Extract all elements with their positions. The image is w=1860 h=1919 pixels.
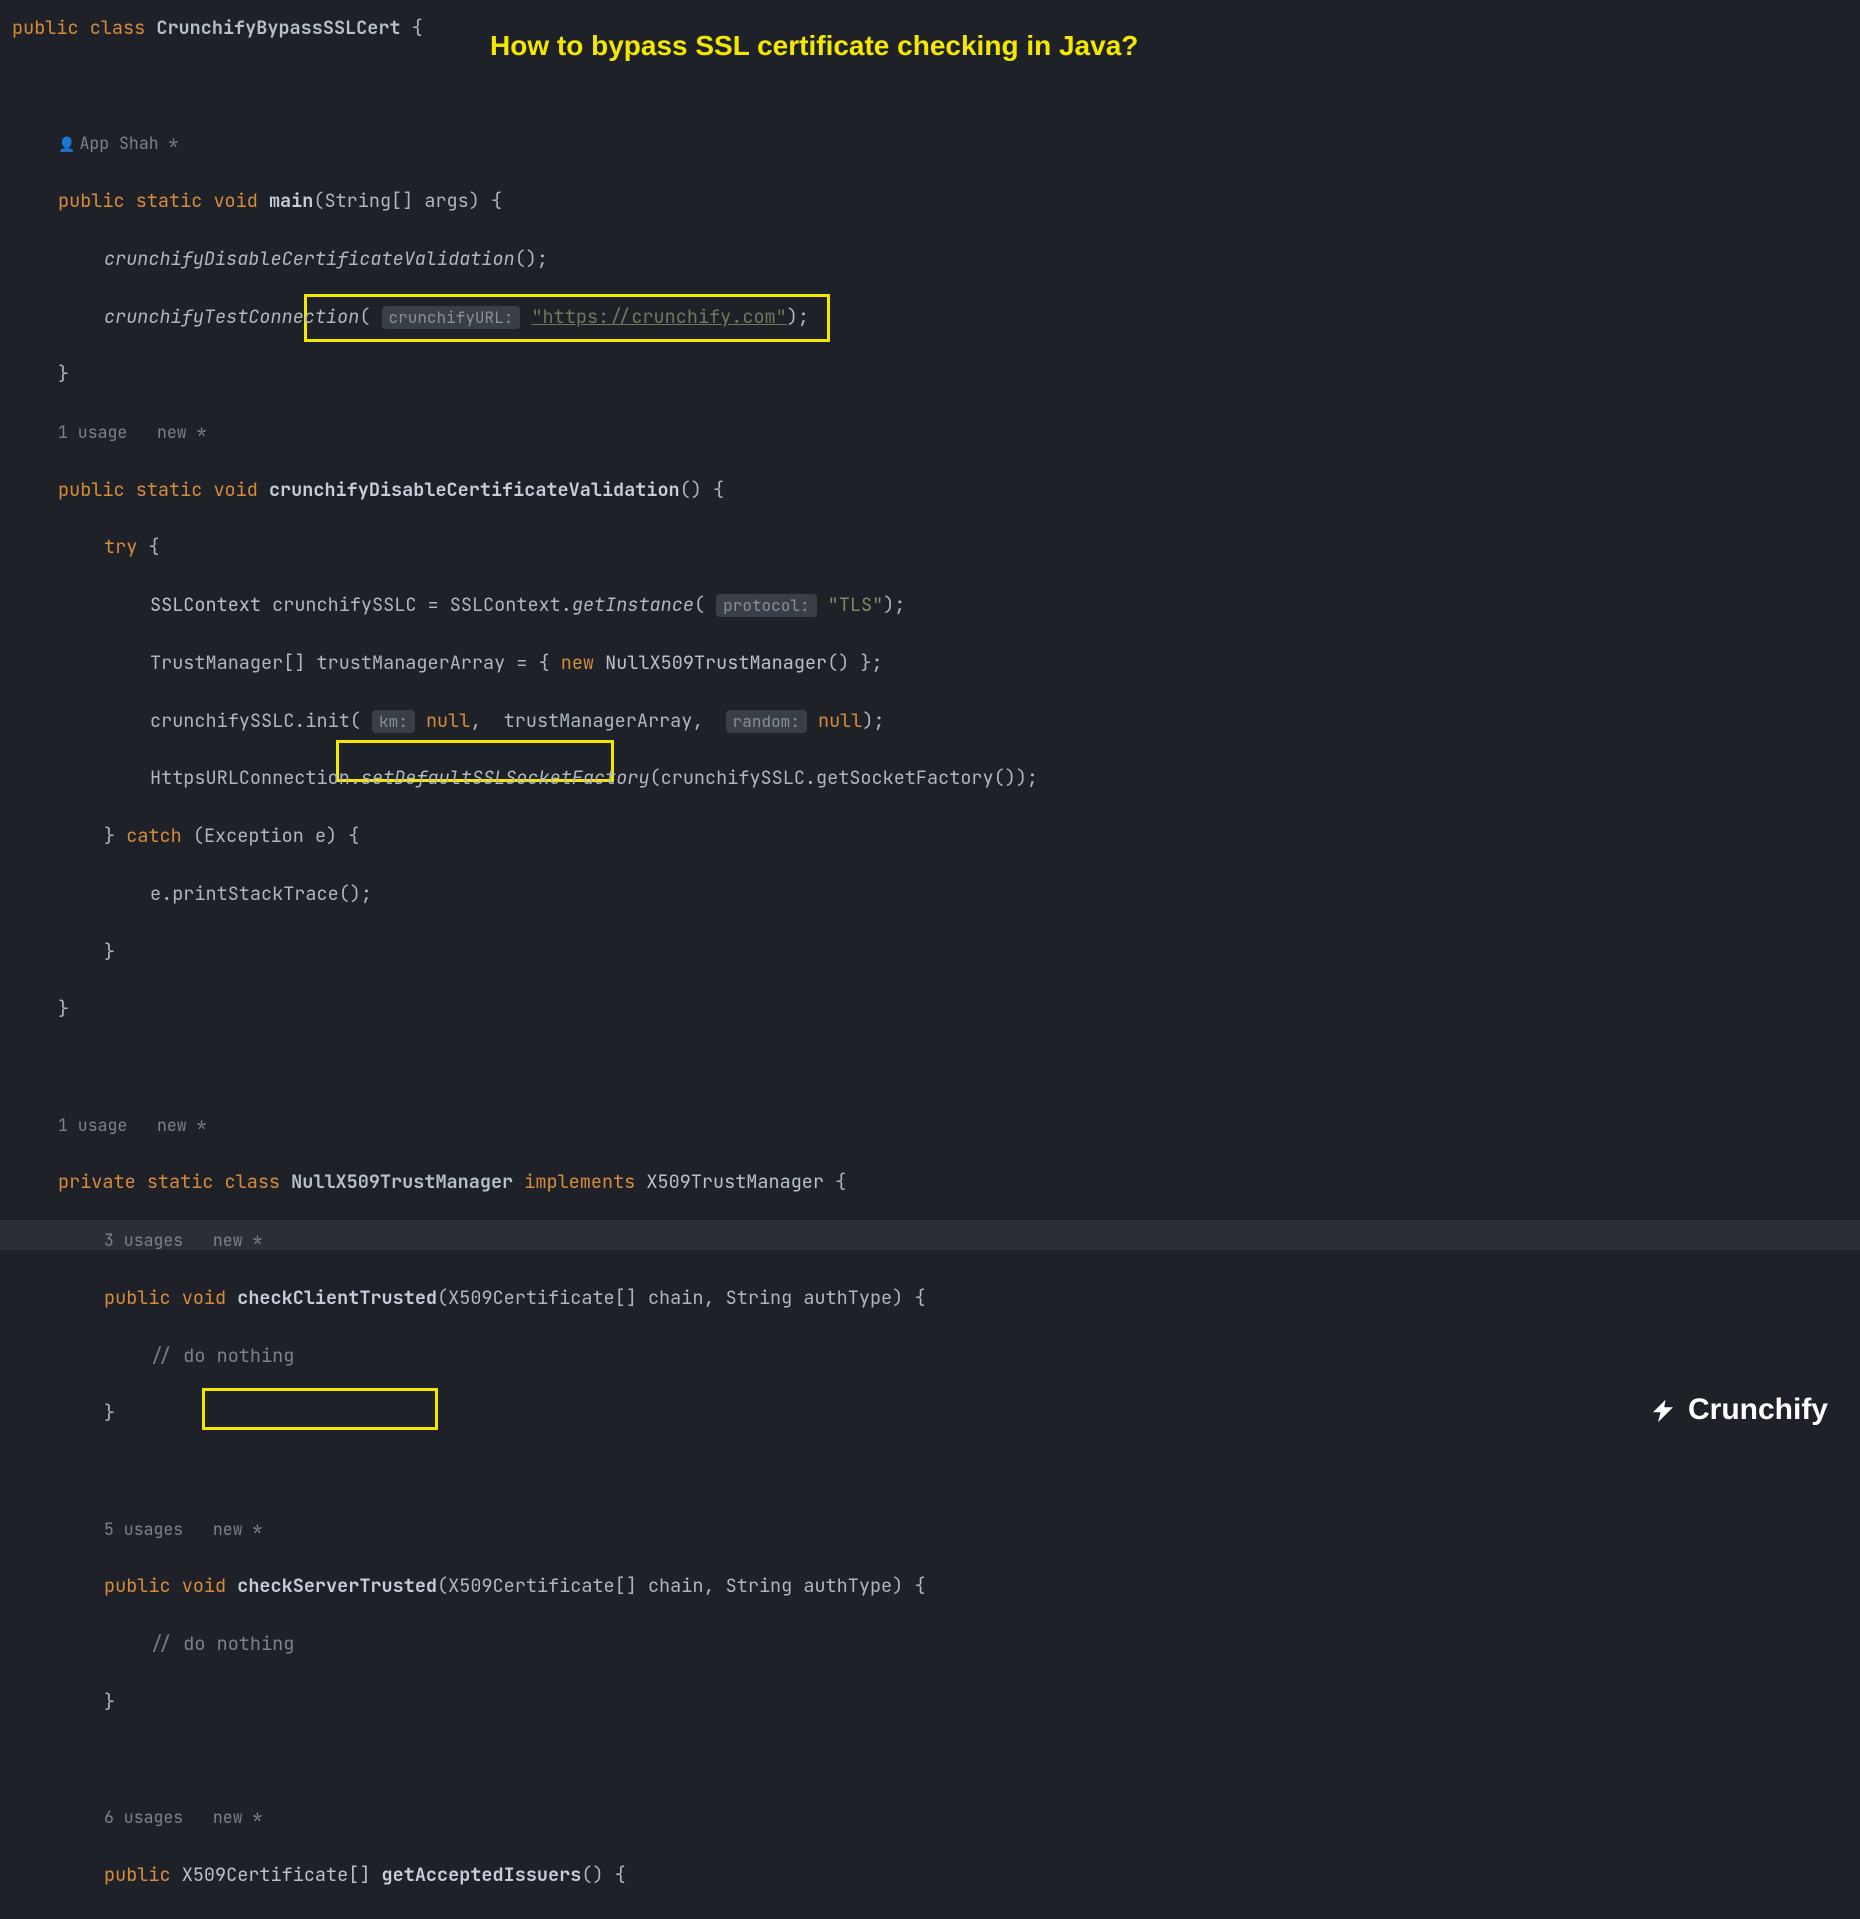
keyword-null: null bbox=[426, 708, 470, 733]
keyword-void: void bbox=[182, 1573, 226, 1598]
brace: { bbox=[713, 477, 724, 502]
call-test: crunchifyTestConnection bbox=[104, 304, 359, 329]
punct: (); bbox=[515, 246, 548, 271]
call-https: HttpsURLConnection. bbox=[150, 765, 361, 790]
punct: () }; bbox=[827, 650, 883, 675]
usage-hint-1: 1 usage new * bbox=[58, 421, 207, 443]
keyword-static: static bbox=[136, 188, 203, 213]
params: (String[] args) bbox=[313, 188, 480, 213]
keyword-class: class bbox=[225, 1169, 281, 1194]
string-url[interactable]: "https://crunchify.com" bbox=[531, 304, 786, 329]
code-editor[interactable]: public class CrunchifyBypassSSLCert { 👤A… bbox=[12, 14, 1860, 1919]
comment-donothing-2: // do nothing bbox=[150, 1631, 294, 1656]
brace: } bbox=[58, 361, 69, 386]
keyword-public: public bbox=[104, 1573, 171, 1598]
call-getsocket: (crunchifySSLC.getSocketFactory()); bbox=[650, 765, 1039, 790]
keyword-void: void bbox=[182, 1285, 226, 1310]
decl-tmarray: TrustManager[] trustManagerArray = { bbox=[150, 650, 550, 675]
brace: { bbox=[835, 1169, 846, 1194]
keyword-public: public bbox=[104, 1285, 171, 1310]
keyword-void: void bbox=[213, 477, 257, 502]
keyword-new: new bbox=[561, 650, 594, 675]
keyword-void: void bbox=[213, 188, 257, 213]
usage-hint-2: 1 usage new * bbox=[58, 1114, 207, 1136]
type-sslcontext: SSLContext bbox=[150, 592, 261, 617]
punct: () bbox=[680, 477, 702, 502]
method-checkclient: checkClientTrusted bbox=[237, 1285, 437, 1310]
type-x509cert-array: X509Certificate[] bbox=[182, 1862, 371, 1887]
param-hint-random: random: bbox=[726, 710, 807, 733]
brace: { bbox=[348, 823, 359, 848]
method-checkserver: checkServerTrusted bbox=[237, 1573, 437, 1598]
brace: } bbox=[104, 823, 115, 848]
punct: , bbox=[692, 708, 725, 733]
assign: = SSLContext. bbox=[416, 592, 571, 617]
brace: { bbox=[914, 1573, 925, 1598]
param-hint-protocol: protocol: bbox=[716, 594, 816, 617]
param-hint-url: crunchifyURL: bbox=[382, 306, 521, 329]
keyword-implements: implements bbox=[524, 1169, 635, 1194]
method-getaccepted: getAcceptedIssuers bbox=[382, 1862, 582, 1887]
punct: () bbox=[581, 1862, 603, 1887]
keyword-static: static bbox=[147, 1169, 214, 1194]
call-init: crunchifySSLC.init( bbox=[150, 708, 361, 733]
usage-hint-5: 5 usages new * bbox=[104, 1518, 262, 1540]
punct: ); bbox=[862, 708, 884, 733]
keyword-null: null bbox=[818, 708, 862, 733]
call-printstack: e.printStackTrace(); bbox=[150, 881, 372, 906]
catch-params: (Exception e) bbox=[193, 823, 337, 848]
brace: } bbox=[104, 1400, 115, 1425]
method-disable: crunchifyDisableCertificateValidation bbox=[269, 477, 680, 502]
keyword-try: try bbox=[104, 534, 137, 559]
punct: , bbox=[470, 708, 503, 733]
comment-donothing-1: // do nothing bbox=[150, 1343, 294, 1368]
class-name: CrunchifyBypassSSLCert bbox=[156, 15, 400, 40]
keyword-public: public bbox=[58, 477, 125, 502]
keyword-public: public bbox=[58, 188, 125, 213]
brace: { bbox=[914, 1285, 925, 1310]
usage-hint-6: 6 usages new * bbox=[104, 1806, 262, 1828]
arg-tmarray: trustManagerArray bbox=[504, 708, 693, 733]
params: (X509Certificate[] chain, String authTyp… bbox=[437, 1285, 903, 1310]
keyword-public: public bbox=[12, 15, 79, 40]
call-disable: crunchifyDisableCertificateValidation bbox=[104, 246, 515, 271]
var: crunchifySSLC bbox=[272, 592, 416, 617]
brace: } bbox=[104, 939, 115, 964]
keyword-static: static bbox=[136, 477, 203, 502]
keyword-public: public bbox=[104, 1862, 171, 1887]
call-setdefault: setDefaultSSLSocketFactory bbox=[361, 765, 650, 790]
class-nulltm: NullX509TrustManager bbox=[291, 1169, 513, 1194]
call-getinstance: getInstance bbox=[572, 592, 694, 617]
brace: { bbox=[615, 1862, 626, 1887]
param-hint-km: km: bbox=[372, 710, 415, 733]
punct: ( bbox=[694, 592, 716, 617]
brace: { bbox=[148, 534, 159, 559]
type-x509tm: X509TrustManager bbox=[646, 1169, 824, 1194]
type-nulltm: NullX509TrustManager bbox=[605, 650, 827, 675]
punct: ( bbox=[359, 304, 381, 329]
brace: } bbox=[58, 996, 69, 1021]
keyword-catch: catch bbox=[126, 823, 182, 848]
method-main: main bbox=[269, 188, 313, 213]
string-tls: "TLS" bbox=[828, 592, 884, 617]
brace: } bbox=[104, 1689, 115, 1714]
punct: ); bbox=[787, 304, 809, 329]
usage-hint-3: 3 usages new * bbox=[104, 1229, 262, 1251]
params: (X509Certificate[] chain, String authTyp… bbox=[437, 1573, 903, 1598]
keyword-class: class bbox=[90, 15, 146, 40]
brace: { bbox=[491, 188, 502, 213]
keyword-private: private bbox=[58, 1169, 136, 1194]
author-hint: 👤App Shah * bbox=[58, 132, 178, 154]
brace: { bbox=[412, 15, 423, 40]
punct: ); bbox=[883, 592, 905, 617]
